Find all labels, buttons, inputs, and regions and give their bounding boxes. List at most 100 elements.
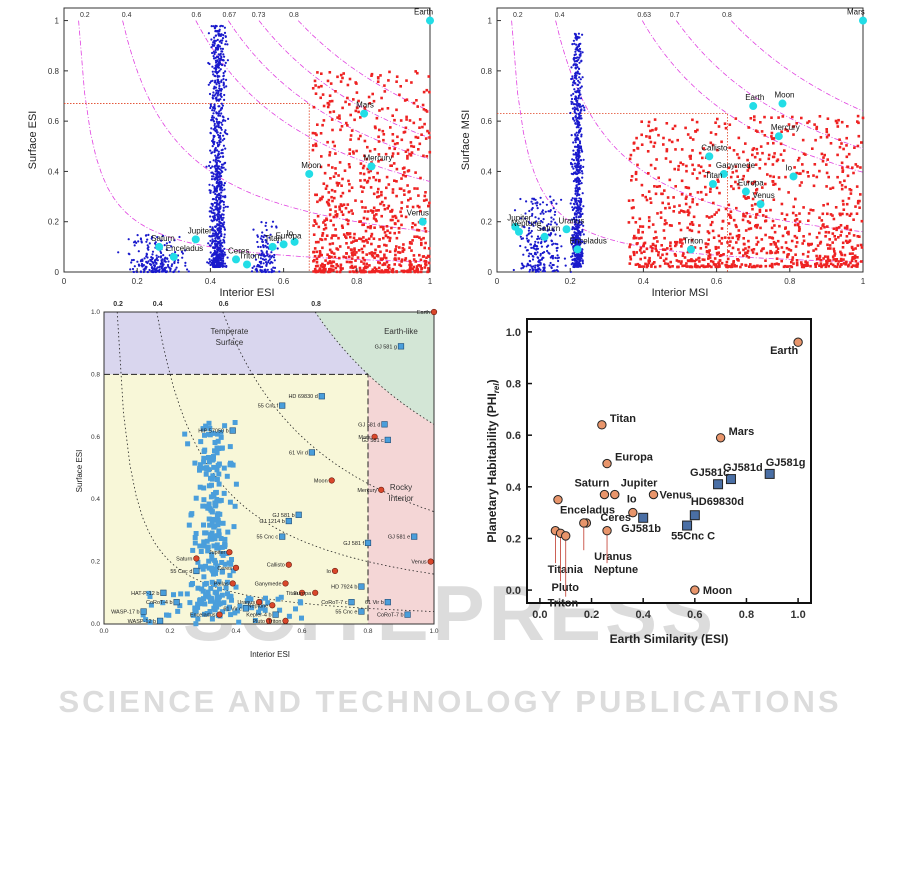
p1-curve-label: 0.6: [191, 12, 201, 19]
p2-cloud-dot: [573, 262, 576, 265]
p1-cloud-square: [348, 165, 351, 169]
p2-cloud-square: [665, 122, 669, 125]
p2-cloud-square: [845, 224, 849, 228]
p1-cloud-square: [394, 257, 397, 260]
p2-cloud-square: [810, 242, 813, 246]
p2-point-titan: [708, 180, 717, 188]
p2-cloud-dot: [577, 94, 581, 97]
p1-cloud-dot: [212, 112, 215, 115]
p2-cloud-dot: [571, 255, 574, 258]
p1-cloud-dot: [259, 257, 262, 260]
p2-cloud-dot: [578, 145, 581, 148]
p1-cloud-square: [315, 269, 318, 273]
p2-cloud-dot: [578, 103, 582, 106]
p1-cloud-dot: [219, 242, 222, 245]
p1-cloud-square: [372, 206, 376, 210]
p1-cloud-square: [363, 106, 367, 109]
p1-cloud-square: [371, 255, 375, 258]
p3-cloud-square: [210, 568, 216, 574]
p1-cloud-dot: [214, 149, 217, 152]
p1-cloud-dot: [209, 106, 212, 110]
p2-cloud-square: [773, 243, 777, 246]
p2-cloud-square: [641, 225, 645, 228]
p1-cloud-square: [329, 82, 333, 85]
p1-cloud-dot: [217, 114, 220, 117]
p2-cloud-square: [801, 252, 805, 256]
p2-cloud-dot: [541, 256, 544, 259]
p3-point-55-cnc-d: [193, 567, 200, 575]
p2-point-triton: [686, 245, 695, 254]
p2-cloud-square: [772, 137, 776, 140]
p2-cloud-square: [843, 226, 847, 230]
p1-cloud-square: [368, 270, 371, 274]
p2-cloud-square: [637, 228, 640, 232]
p2-cloud-square: [776, 158, 780, 161]
p1-cloud-square: [325, 234, 329, 237]
p1-cloud-dot: [214, 97, 217, 100]
p2-cloud-square: [779, 142, 783, 146]
p1-cloud-square: [315, 250, 318, 254]
p2-cloud-dot: [560, 198, 563, 201]
p2-cloud-dot: [554, 210, 557, 213]
p2-cloud-square: [698, 260, 701, 263]
p1-cloud-dot: [260, 235, 263, 238]
p1-cloud-dot: [222, 213, 225, 216]
p3-region-label: Temperate: [211, 327, 249, 336]
p1-cloud-square: [334, 205, 337, 209]
p2-cloud-dot: [579, 159, 583, 162]
p1-cloud-square: [351, 253, 354, 256]
p2-cloud-square: [831, 214, 834, 217]
p3-point-hip-57050-b-label: HIP 57050 b: [198, 429, 228, 435]
p2-cloud-square: [751, 197, 755, 201]
p2-cloud-square: [653, 185, 656, 188]
p1-curve: [195, 20, 431, 182]
p1-cloud-square: [360, 247, 364, 251]
p1-cloud-dot: [216, 223, 219, 226]
p1-cloud-square: [338, 205, 341, 209]
p1-cloud-dot: [223, 221, 226, 224]
p1-cloud-dot: [209, 166, 212, 170]
p2-cloud-square: [839, 257, 843, 261]
p3-cloud-square: [203, 563, 208, 569]
p1-cloud-dot: [220, 128, 223, 131]
p1-cloud-square: [395, 80, 398, 83]
p2-cloud-square: [695, 265, 698, 269]
p1-cloud-square: [423, 227, 427, 230]
p2-cloud-dot: [577, 180, 580, 183]
p1-cloud-square: [344, 100, 347, 104]
p2-cloud-dot: [534, 264, 537, 267]
p2-cloud-square: [646, 264, 650, 267]
p1-cloud-square: [378, 109, 381, 112]
p2-cloud-square: [852, 218, 855, 221]
p2-cloud-dot: [571, 107, 575, 110]
p2-cloud-dot: [570, 100, 573, 103]
p2-cloud-square: [797, 156, 801, 160]
p1-cloud-square: [358, 266, 362, 270]
p1-cloud-square: [369, 209, 373, 212]
p1-cloud-dot: [213, 219, 216, 222]
p3-cloud-square: [229, 597, 234, 603]
p2-cloud-square: [800, 261, 803, 264]
p1-cloud-square: [366, 265, 369, 269]
p3-cloud-square: [249, 605, 255, 611]
p1-cloud-square: [377, 140, 381, 143]
p1-cloud-square: [409, 265, 412, 269]
p1-cloud-square: [364, 270, 367, 274]
p2-xtick-label: 0: [495, 277, 500, 286]
p2-label-moon: Moon: [774, 91, 794, 100]
p3-point-kepler-4-b: [272, 611, 279, 618]
p3-cloud-square: [197, 543, 203, 549]
p1-cloud-square: [314, 132, 317, 135]
p2-cloud-dot: [571, 227, 574, 230]
p1-cloud-square: [352, 152, 355, 155]
p2-cloud-dot: [574, 187, 577, 190]
p2-cloud-dot: [521, 264, 524, 267]
p2-cloud-dot: [520, 267, 523, 270]
p4-point-gj581c: [713, 479, 724, 490]
p2-cloud-dot: [581, 230, 584, 233]
p3-cloud-square: [143, 617, 149, 623]
p1-cloud-dot: [222, 118, 225, 121]
p1-cloud-square: [388, 267, 391, 270]
p1-cloud-square: [393, 118, 396, 122]
p2-cloud-square: [769, 251, 772, 255]
